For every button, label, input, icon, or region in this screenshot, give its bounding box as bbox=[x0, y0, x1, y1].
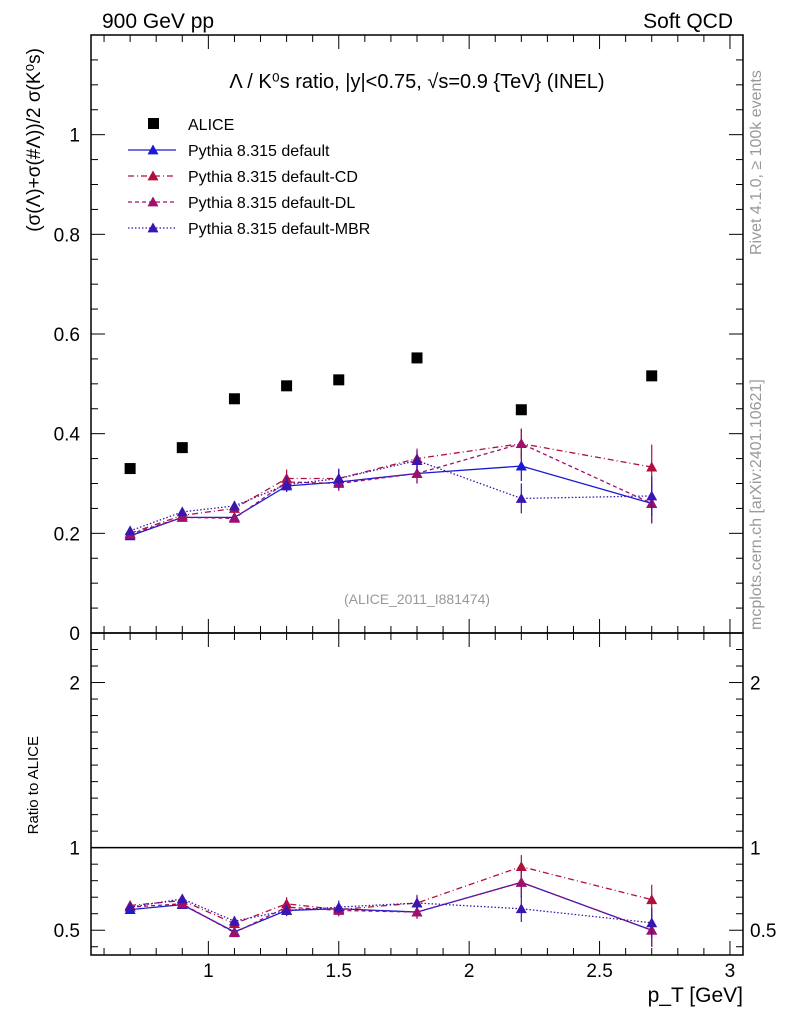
legend-marker bbox=[147, 170, 159, 181]
series-point bbox=[281, 478, 293, 489]
series-point bbox=[333, 473, 345, 483]
series-point bbox=[228, 512, 240, 523]
legend-label: Pythia 8.315 default bbox=[188, 143, 330, 160]
x-ticks-main bbox=[103, 35, 731, 633]
series-point bbox=[515, 492, 527, 503]
x-tick-label: 3 bbox=[725, 961, 736, 982]
y-tick-label: 0.8 bbox=[54, 225, 80, 246]
ratio-series-point bbox=[515, 903, 527, 914]
ratio-series-point bbox=[176, 893, 188, 904]
x-tick-label: 2 bbox=[464, 961, 475, 982]
mcplots-label: mcplots.cern.ch [arXiv:2401.10621] bbox=[748, 379, 765, 630]
x-tick-label: 2.5 bbox=[586, 961, 612, 982]
ratio-y-tick-label: 2 bbox=[69, 674, 80, 695]
ratio-series-point bbox=[124, 901, 136, 912]
data-point bbox=[515, 404, 527, 416]
y-tick-label: 0.4 bbox=[54, 425, 81, 446]
ratio-y-axis-label: Ratio to ALICE bbox=[25, 736, 42, 834]
main-y-axis-label: (σ(Λ)+σ(#Λ))/2 σ(K⁰s) bbox=[24, 48, 45, 232]
header-left-label: 900 GeV pp bbox=[102, 10, 214, 33]
ratio-series-point bbox=[411, 906, 423, 917]
legend-marker bbox=[147, 222, 159, 233]
y-tick-label: 0 bbox=[69, 624, 80, 645]
series-point bbox=[646, 490, 658, 501]
x-axis-label: p_T [GeV] bbox=[648, 984, 743, 1007]
legend-marker bbox=[147, 144, 159, 155]
main-series-layer bbox=[124, 428, 658, 541]
ratio-series-point bbox=[411, 897, 423, 908]
ratio-series-point bbox=[281, 904, 293, 915]
x-tick-label: 1 bbox=[203, 961, 214, 982]
legend: ALICE Pythia 8.315 default Pythia 8.315 de… bbox=[128, 117, 370, 238]
ratio-y-tick-label-right: 2 bbox=[750, 674, 761, 695]
x-tick-label: 1.5 bbox=[326, 961, 352, 982]
ratio-y-tick-label: 0.5 bbox=[54, 921, 80, 942]
header-right-label: Soft QCD bbox=[643, 10, 733, 33]
ratio-series-point bbox=[176, 898, 188, 909]
legend-label: Pythia 8.315 default-DL bbox=[188, 195, 355, 212]
ratio-y-tick-label-right: 1 bbox=[750, 839, 761, 860]
data-point bbox=[228, 393, 240, 405]
series-point bbox=[228, 500, 240, 511]
ratio-y-tick-label: 1 bbox=[69, 839, 80, 860]
data-point bbox=[281, 380, 293, 392]
ratio-series-point bbox=[646, 917, 658, 928]
y-tick-label: 1 bbox=[69, 126, 80, 147]
series-point bbox=[124, 525, 136, 536]
ratio-series-layer bbox=[124, 855, 658, 947]
series-point bbox=[515, 460, 527, 471]
y-tick-labels-ratio: 0.5 0.5 1 1 2 2 bbox=[54, 674, 777, 943]
series-line bbox=[129, 442, 652, 535]
series-point bbox=[515, 438, 527, 449]
series-line bbox=[129, 442, 652, 534]
rivet-label: Rivet 4.1.0, ≥ 100k events bbox=[748, 70, 765, 255]
legend-marker bbox=[147, 196, 159, 207]
data-point bbox=[176, 442, 188, 454]
y-tick-label: 0.2 bbox=[54, 524, 80, 545]
legend-label: Pythia 8.315 default-MBR bbox=[188, 221, 370, 238]
series-point bbox=[411, 468, 423, 478]
analysis-label: (ALICE_2011_I881474) bbox=[344, 591, 490, 607]
ratio-series-point bbox=[333, 901, 345, 912]
ratio-y-tick-label-right: 0.5 bbox=[750, 921, 776, 942]
ratio-series-line bbox=[130, 865, 652, 925]
legend-label: Pythia 8.315 default-CD bbox=[188, 169, 358, 186]
data-point bbox=[124, 463, 136, 475]
series-point bbox=[646, 461, 658, 472]
ratio-series-point bbox=[515, 861, 527, 872]
ratio-series-point bbox=[228, 927, 240, 938]
series-point bbox=[176, 506, 188, 517]
series-point bbox=[176, 511, 188, 522]
ratio-series-point bbox=[646, 894, 658, 905]
x-ticks-ratio bbox=[103, 633, 731, 955]
data-point bbox=[411, 352, 423, 364]
series-point bbox=[411, 455, 423, 465]
data-point bbox=[333, 374, 345, 386]
ratio-series-line bbox=[130, 881, 652, 933]
y-tick-labels-main: 0 0.2 0.4 0.6 0.8 1 bbox=[54, 126, 81, 645]
x-tick-labels: 1 1.5 2 2.5 3 bbox=[203, 961, 735, 982]
ratio-series-line bbox=[130, 881, 652, 934]
data-point bbox=[646, 370, 658, 382]
ratio-series-point bbox=[515, 876, 527, 887]
main-data-layer bbox=[124, 352, 658, 475]
y-tick-label: 0.6 bbox=[54, 325, 80, 346]
legend-label: ALICE bbox=[188, 117, 234, 134]
chart-title: Λ / K⁰s ratio, |y|<0.75, √s=0.9 {TeV} (I… bbox=[229, 71, 604, 93]
ratio-series-point bbox=[228, 915, 240, 926]
legend-marker-data bbox=[148, 118, 159, 129]
series-line bbox=[129, 459, 652, 532]
